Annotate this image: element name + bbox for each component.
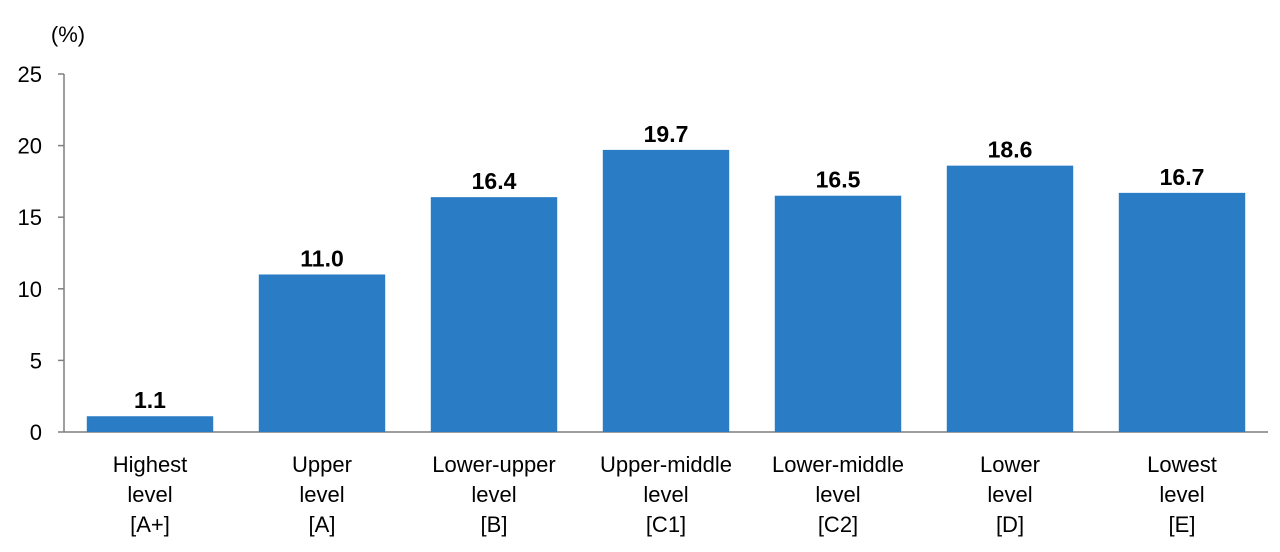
x-category-label: Upper-middle level [C1] (600, 452, 732, 537)
x-tick-label-line: level (815, 482, 860, 507)
data-labels: 1.1 11.0 16.4 19.7 16.5 18.6 16.7 (134, 121, 1204, 413)
x-tick-label-line: Upper (292, 452, 352, 477)
y-tick-label: 0 (30, 420, 42, 445)
bar (1118, 192, 1246, 432)
x-category-label: Lower-upper level [B] (432, 452, 556, 537)
category-labels: Highest level [A+] Upper level [A] Lower-upper… (113, 452, 1217, 537)
x-tick-label-line: [C2] (818, 512, 858, 537)
x-tick-label-line: Upper-middle (600, 452, 732, 477)
x-category-label: Lower level [D] (980, 452, 1040, 537)
x-tick-label-line: Highest (113, 452, 188, 477)
y-axis-unit-label: (%) (51, 22, 85, 47)
y-tick-label: 15 (18, 205, 42, 230)
x-tick-label-line: level (1159, 482, 1204, 507)
x-tick-label-line: level (127, 482, 172, 507)
x-tick-label-line: level (987, 482, 1032, 507)
bar (774, 195, 902, 432)
bar (602, 149, 730, 432)
x-tick-label-line: Lower-upper (432, 452, 556, 477)
data-label: 1.1 (134, 387, 166, 413)
bar (86, 416, 214, 432)
x-tick-label-line: Lowest (1147, 452, 1217, 477)
x-tick-label-line: [A] (309, 512, 336, 537)
data-label: 18.6 (988, 137, 1033, 163)
data-label: 16.5 (816, 167, 861, 193)
x-category-label: Lower-middle level [C2] (772, 452, 904, 537)
x-category-label: Highest level [A+] (113, 452, 188, 537)
x-tick-label-line: [E] (1169, 512, 1196, 537)
x-tick-label-line: level (299, 482, 344, 507)
x-category-label: Upper level [A] (292, 452, 352, 537)
x-tick-label-line: Lower-middle (772, 452, 904, 477)
data-label: 19.7 (644, 121, 689, 147)
bars (86, 149, 1246, 432)
y-tick-label: 25 (18, 62, 42, 87)
y-tick-label: 10 (18, 277, 42, 302)
x-tick-label-line: level (471, 482, 516, 507)
bar (946, 165, 1074, 432)
x-tick-label-line: level (643, 482, 688, 507)
x-tick-label-line: [C1] (646, 512, 686, 537)
y-tick-label: 5 (30, 348, 42, 373)
bar (258, 274, 386, 432)
x-tick-label-line: [A+] (130, 512, 170, 537)
x-tick-label-line: Lower (980, 452, 1040, 477)
data-label: 16.7 (1160, 164, 1205, 190)
x-tick-label-line: [D] (996, 512, 1024, 537)
y-axis: 0 5 10 15 20 25 (18, 62, 65, 445)
x-tick-label-line: [B] (481, 512, 508, 537)
x-category-label: Lowest level [E] (1147, 452, 1217, 537)
y-tick-label: 20 (18, 134, 42, 159)
data-label: 16.4 (472, 168, 517, 194)
bar (430, 197, 558, 432)
data-label: 11.0 (300, 245, 344, 271)
